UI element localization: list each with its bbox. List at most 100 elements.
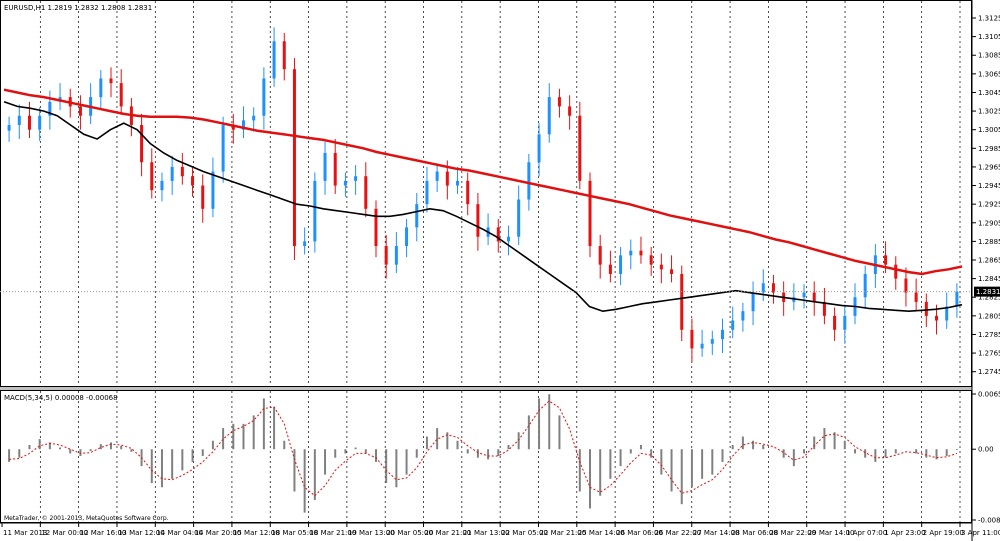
candle-body	[374, 208, 378, 247]
candle-body	[323, 152, 327, 181]
macd-tick-label: -0.00837	[978, 517, 1000, 525]
time-tick-label: 18 Mar 05:00	[271, 529, 318, 537]
price-tick-label: 1.3025	[978, 108, 1000, 116]
time-tick-label: 28 Mar 22:00	[769, 529, 816, 537]
candle-body	[466, 180, 470, 205]
candle-body	[741, 311, 745, 321]
candle-body	[527, 162, 531, 200]
candle-body	[547, 97, 551, 135]
candle-body	[384, 246, 388, 265]
candle-body	[680, 273, 684, 330]
time-tick-label: 12 Mar 16:00	[80, 529, 127, 537]
candle-body	[456, 180, 460, 186]
ma-slow-line	[3, 88, 963, 276]
candle-body	[863, 273, 867, 298]
price-tick-label: 1.2745	[978, 368, 1000, 376]
candle-body	[843, 315, 847, 330]
candle-body	[924, 301, 928, 316]
candle-body	[608, 264, 612, 274]
macd-label: MACD(5,34,5) 0.00008 -0.00068	[4, 394, 118, 402]
candle-body	[170, 166, 174, 181]
candle-body	[150, 162, 154, 191]
candle-body	[435, 171, 439, 181]
time-tick-label: 27 Mar 14:00	[693, 529, 740, 537]
price-tick-label: 1.2865	[978, 257, 1000, 265]
time-tick-label: 15 Mar 12:00	[233, 529, 280, 537]
candle-body	[262, 78, 266, 116]
time-tick-label: 11 Mar 2013	[3, 529, 47, 537]
price-panel[interactable]	[0, 0, 972, 387]
copyright-text: MetaTrader, © 2001-2013, MetaQuotes Soft…	[4, 515, 169, 522]
panel-separator[interactable]	[0, 387, 972, 390]
candle-body	[619, 255, 623, 274]
price-tick-label: 1.3085	[978, 52, 1000, 60]
time-tick-label: 20 Mar 05:00	[386, 529, 433, 537]
candle-body	[191, 176, 195, 186]
candle-body	[557, 97, 561, 107]
candle-body	[822, 301, 826, 316]
candle-body	[354, 176, 358, 181]
time-tick-label: 13 Mar 12:00	[118, 529, 165, 537]
price-tick-label: 1.3125	[978, 15, 1000, 23]
candle-body	[221, 125, 225, 172]
macd-axis: 0.00653 0.00 -0.00837	[972, 391, 1000, 525]
candle-body	[109, 78, 113, 84]
current-price-marker: 1.2831	[974, 286, 1000, 297]
candle-body	[731, 320, 735, 330]
candle-body	[425, 180, 429, 205]
candle-body	[639, 250, 643, 256]
macd-tick-label: 0.00	[978, 446, 994, 454]
candle-body	[812, 292, 816, 302]
candle-body	[588, 180, 592, 247]
candle-body	[415, 204, 419, 228]
candle-body	[364, 176, 368, 209]
time-tick-label: 20 Mar 21:00	[425, 529, 472, 537]
price-tick-label: 1.3005	[978, 126, 1000, 134]
candle-body	[659, 264, 663, 270]
time-tick-label: 18 Mar 21:00	[310, 529, 357, 537]
price-tick-label: 1.2765	[978, 350, 1000, 358]
candle-body	[578, 115, 582, 181]
time-tick-label: 22 Mar 21:00	[539, 529, 586, 537]
candle-body	[771, 283, 775, 293]
candle-body	[140, 125, 144, 163]
price-tick-label: 1.2985	[978, 145, 1000, 153]
price-tick-label: 1.3105	[978, 33, 1000, 41]
candle-body	[405, 227, 409, 247]
macd-panel[interactable]	[0, 390, 972, 523]
candle-body	[333, 152, 337, 186]
grid-lines	[39, 1, 961, 522]
price-tick-label: 1.2945	[978, 182, 1000, 190]
candle-body	[884, 255, 888, 265]
time-tick-label: 14 Mar 20:00	[195, 529, 242, 537]
candle-body	[252, 115, 256, 121]
candle-body	[292, 69, 296, 247]
candle-body	[38, 115, 42, 130]
time-tick-label: 3 Apr 11:00	[961, 529, 1000, 537]
candle-body	[343, 180, 347, 186]
candle-body	[272, 41, 276, 79]
macd-tick-label: 0.00653	[978, 391, 1000, 399]
price-tick-label: 1.3065	[978, 70, 1000, 78]
price-tick-label: 1.2905	[978, 219, 1000, 227]
time-tick-label: 21 Mar 13:00	[463, 529, 510, 537]
candle-body	[78, 106, 82, 116]
candle-body	[517, 199, 521, 237]
candle-body	[476, 204, 480, 237]
candlesticks	[7, 27, 959, 363]
candle-body	[761, 283, 765, 293]
macd-signal-line	[9, 400, 958, 497]
candle-body	[904, 278, 908, 293]
time-tick-label: 1 Apr 07:00	[846, 529, 887, 537]
time-tick-label: 25 Mar 14:00	[578, 529, 625, 537]
candle-body	[119, 83, 123, 107]
candle-body	[17, 115, 21, 126]
price-tick-label: 1.3045	[978, 89, 1000, 97]
candle-body	[303, 241, 307, 247]
candle-body	[710, 339, 714, 344]
candle-body	[598, 246, 602, 265]
time-tick-label: 1 Apr 23:00	[884, 529, 925, 537]
price-tick-label: 1.2825	[978, 294, 1000, 302]
